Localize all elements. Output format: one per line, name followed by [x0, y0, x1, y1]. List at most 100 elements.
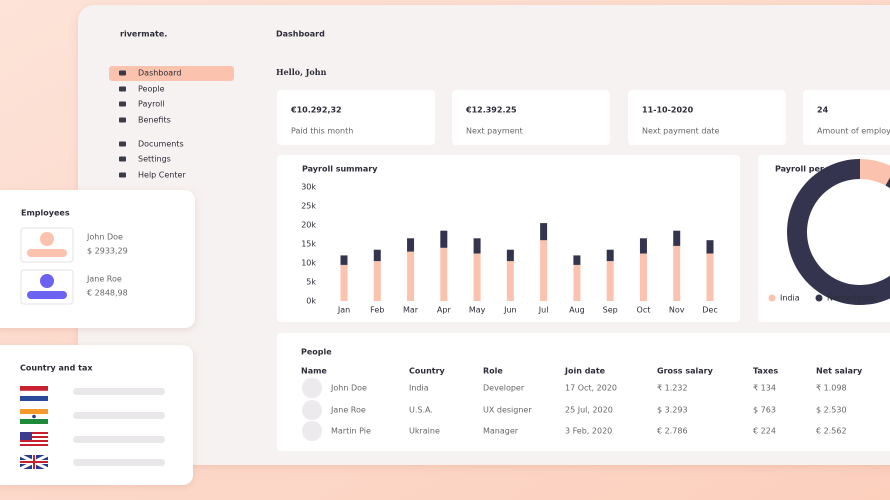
stat-card — [452, 90, 610, 145]
avatar-head — [40, 232, 54, 246]
column-header: Name — [301, 367, 327, 376]
chart-panel — [277, 155, 740, 322]
column-header: Country — [409, 367, 446, 376]
stat-value: €10.292,32 — [290, 106, 342, 115]
flag-in — [20, 409, 48, 424]
flag-uk — [19, 453, 49, 471]
donut-slice — [787, 159, 890, 305]
legend-label: Netherlands — [827, 294, 876, 303]
y-tick-label: 30k — [301, 183, 316, 192]
cell: India — [409, 384, 429, 393]
bar-segment — [340, 264, 348, 301]
nav-item[interactable]: Dashboard — [138, 69, 181, 78]
cell: 25 Jul, 2020 — [565, 406, 613, 415]
nav-item[interactable]: Documents — [138, 140, 184, 149]
cell: 3 Feb, 2020 — [565, 427, 612, 436]
nav-item[interactable]: Help Center — [138, 171, 186, 180]
stat-label: Next payment — [466, 127, 523, 136]
stat-card — [277, 90, 435, 145]
y-tick-label: 5k — [306, 278, 316, 287]
stat-label: Paid this month — [291, 127, 353, 136]
brand: rivermate. — [120, 30, 167, 39]
nav-item[interactable]: Benefits — [138, 116, 171, 125]
nav-item[interactable]: Settings — [138, 155, 171, 164]
legend-swatch — [768, 294, 776, 302]
bar-segment — [373, 249, 381, 262]
employee-salary: € 2848,98 — [87, 289, 128, 298]
flags — [19, 386, 49, 471]
employee-name: John Doe — [86, 233, 123, 242]
bar-segment — [573, 264, 581, 301]
x-tick-label: Jul — [538, 306, 549, 315]
bar-segment — [606, 261, 614, 301]
stat-value: 24 — [817, 106, 829, 115]
bar-segment — [639, 238, 647, 254]
bar-segment — [606, 249, 614, 262]
cell: $ 3.293 — [657, 406, 688, 415]
avatar-head — [40, 274, 54, 288]
people-panel — [277, 333, 890, 451]
nav-icon — [119, 70, 126, 76]
bar-segment — [473, 238, 481, 254]
stat-value: €12.392.25 — [465, 106, 517, 115]
y-tick-label: 25k — [301, 202, 316, 211]
bar-segment — [706, 240, 714, 254]
x-tick-label: Mar — [403, 306, 419, 315]
y-tick-label: 0k — [306, 297, 316, 306]
bar-segment — [673, 230, 681, 246]
cell: John Doe — [330, 384, 367, 393]
nav-icon — [119, 101, 126, 107]
bar-segment — [540, 240, 548, 301]
cell: Jane Roe — [330, 406, 366, 415]
employees-title: Employees — [21, 209, 70, 218]
bar-segment — [506, 249, 514, 262]
x-tick-label: Aug — [569, 306, 585, 315]
page-title: Dashboard — [276, 30, 325, 39]
x-tick-label: Oct — [637, 306, 651, 315]
nav-item[interactable]: People — [138, 85, 165, 94]
cell: € 224 — [753, 427, 776, 436]
bar-segment — [407, 251, 415, 301]
x-tick-label: Apr — [437, 306, 452, 315]
x-tick-label: Jan — [337, 306, 350, 315]
nav-item[interactable]: Payroll — [138, 100, 165, 109]
x-tick-label: Dec — [702, 306, 717, 315]
x-tick-label: Sep — [603, 306, 618, 315]
y-tick-label: 10k — [301, 259, 316, 268]
donut-panel — [758, 155, 890, 322]
x-tick-label: Jun — [503, 306, 517, 315]
bar-segment — [440, 247, 448, 301]
chart-title: Payroll summary — [302, 165, 378, 174]
cell: U.S.A. — [409, 406, 433, 415]
column-header: Join date — [564, 367, 606, 376]
employee-salary: $ 2933,29 — [87, 247, 128, 256]
x-tick-label: Nov — [669, 306, 685, 315]
bar-segment — [440, 230, 448, 248]
cell: Developer — [483, 384, 525, 393]
bar-segment — [573, 255, 581, 265]
column-header: Taxes — [753, 367, 778, 376]
cell: Ukraine — [409, 427, 440, 436]
cell: ₹ 1.232 — [657, 384, 688, 393]
bar-segment — [673, 245, 681, 301]
bar-segment — [473, 253, 481, 301]
column-header: Gross salary — [657, 367, 714, 376]
cell: Martin Pie — [331, 427, 371, 436]
cell: $ 763 — [753, 406, 776, 415]
x-tick-label: Feb — [370, 306, 384, 315]
y-tick-label: 20k — [301, 221, 316, 230]
donut-slice — [860, 159, 890, 186]
legend-label: India — [780, 294, 800, 303]
legend-swatch — [815, 294, 823, 302]
column-header: Net salary — [816, 367, 863, 376]
cell: $ 2.530 — [816, 406, 847, 415]
stat-label: Next payment date — [642, 127, 719, 136]
bar-segment — [407, 238, 415, 252]
nav-icon — [119, 117, 126, 123]
nav-icon — [119, 141, 126, 147]
nav-active[interactable] — [109, 66, 234, 81]
country-title: Country and tax — [20, 364, 93, 373]
bar-segment — [540, 223, 548, 241]
cell: € 2.786 — [657, 427, 688, 436]
